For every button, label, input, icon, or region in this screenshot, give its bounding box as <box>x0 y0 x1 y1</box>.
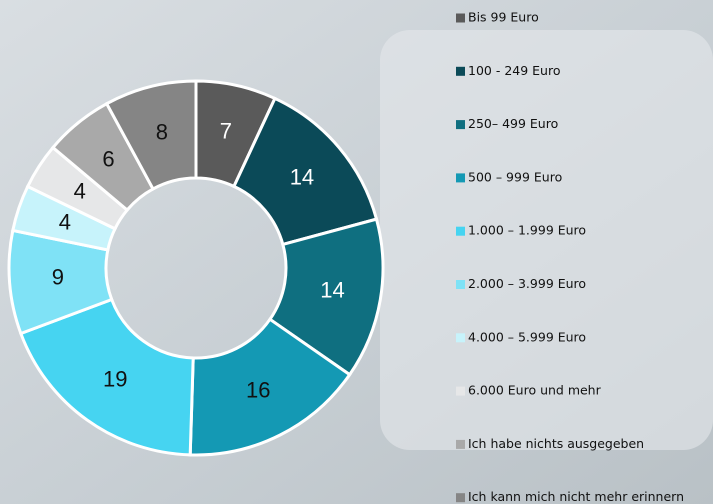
legend-label: 100 - 249 Euro <box>468 63 560 78</box>
legend-swatch <box>456 66 465 76</box>
legend-swatch <box>456 493 465 503</box>
legend-label: Ich kann mich nicht mehr erinnern <box>468 489 684 504</box>
legend-swatch <box>456 333 465 343</box>
legend-label: Bis 99 Euro <box>468 10 539 25</box>
legend-label: 1.000 – 1.999 Euro <box>468 223 586 238</box>
data-label: 19 <box>103 366 127 391</box>
donut-segment <box>188 317 352 457</box>
donut-segment <box>18 297 195 457</box>
data-label: 7 <box>220 119 232 144</box>
donut-segment <box>267 217 385 377</box>
donut-segment <box>231 96 379 247</box>
legend-label: Ich habe nichts ausgegeben <box>468 436 644 451</box>
legend-swatch <box>456 13 465 23</box>
legend-label: 2.000 – 3.999 Euro <box>468 276 586 291</box>
donut-segment <box>104 79 198 191</box>
data-label: 9 <box>52 265 64 290</box>
data-label: 14 <box>290 165 314 190</box>
data-label: 16 <box>246 378 270 403</box>
legend-swatch <box>456 173 465 183</box>
data-label: 8 <box>156 120 168 145</box>
legend-label: 6.000 Euro und mehr <box>468 383 602 398</box>
legend-label: 250– 499 Euro <box>468 116 558 131</box>
legend-swatch <box>456 439 465 449</box>
background-vehicle <box>380 30 713 450</box>
data-label: 4 <box>74 178 86 203</box>
legend-swatch <box>456 280 465 289</box>
data-label: 14 <box>320 277 344 302</box>
data-label: 4 <box>59 209 71 234</box>
legend-swatch <box>456 386 465 396</box>
legend-label: 4.000 – 5.999 Euro <box>468 329 586 344</box>
legend-swatch <box>456 120 465 130</box>
data-label: 6 <box>102 146 114 171</box>
legend-label: 500 – 999 Euro <box>468 169 562 184</box>
legend-swatch <box>456 226 465 236</box>
